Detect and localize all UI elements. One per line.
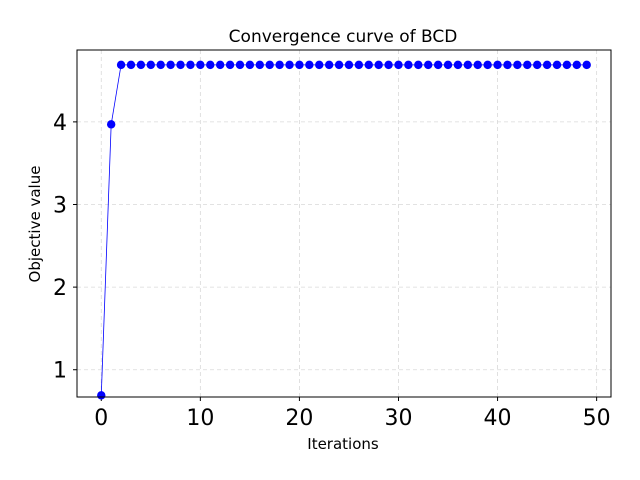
data-point bbox=[324, 60, 334, 70]
data-point bbox=[453, 60, 463, 70]
data-point bbox=[562, 60, 572, 70]
data-point bbox=[503, 60, 512, 70]
data-point bbox=[394, 60, 403, 70]
data-point bbox=[424, 60, 433, 70]
x-tick-label: 20 bbox=[285, 406, 313, 431]
data-series bbox=[97, 60, 591, 400]
data-point bbox=[552, 60, 562, 70]
data-point bbox=[364, 60, 373, 70]
data-point bbox=[582, 60, 591, 70]
data-point bbox=[334, 60, 344, 70]
data-point bbox=[156, 60, 165, 70]
y-tick-label: 3 bbox=[53, 193, 67, 218]
data-point bbox=[523, 60, 532, 70]
y-axis-label: Objective value bbox=[26, 166, 44, 283]
x-tick-label: 40 bbox=[484, 406, 512, 431]
data-point bbox=[315, 60, 324, 70]
data-point bbox=[513, 60, 522, 70]
axis-ticks: 0 10 20 30 40 50 1 2 3 4 bbox=[53, 111, 611, 431]
data-point bbox=[572, 60, 582, 70]
data-point bbox=[116, 60, 126, 70]
data-point bbox=[305, 60, 314, 70]
data-point bbox=[285, 60, 294, 70]
data-point bbox=[146, 60, 156, 70]
data-point bbox=[354, 60, 364, 70]
data-point bbox=[433, 60, 443, 70]
x-axis-label: Iterations bbox=[307, 435, 379, 453]
data-point bbox=[176, 60, 185, 70]
chart-title: Convergence curve of BCD bbox=[229, 27, 458, 47]
data-point bbox=[404, 60, 413, 70]
data-point bbox=[463, 60, 473, 70]
data-point bbox=[215, 60, 225, 70]
data-point bbox=[493, 60, 502, 70]
y-tick-label: 1 bbox=[53, 359, 67, 384]
data-point bbox=[443, 60, 453, 70]
data-point bbox=[265, 60, 274, 70]
x-tick-label: 10 bbox=[186, 406, 214, 431]
data-point bbox=[225, 60, 235, 70]
data-point bbox=[295, 60, 304, 70]
data-point bbox=[473, 60, 482, 70]
plot-frame bbox=[76, 49, 612, 398]
data-point bbox=[235, 60, 245, 70]
x-tick-label: 0 bbox=[94, 406, 108, 431]
data-point bbox=[166, 60, 175, 70]
data-point bbox=[136, 60, 146, 70]
data-point bbox=[126, 60, 136, 70]
y-tick-label: 4 bbox=[53, 111, 67, 136]
series-line bbox=[100, 64, 587, 396]
data-point bbox=[275, 60, 284, 70]
data-point bbox=[542, 60, 552, 70]
data-point bbox=[483, 60, 492, 70]
data-point bbox=[106, 120, 116, 129]
data-point bbox=[532, 60, 542, 70]
data-point bbox=[245, 60, 255, 70]
data-point bbox=[255, 60, 264, 70]
data-point bbox=[196, 60, 205, 70]
data-point bbox=[186, 60, 195, 70]
y-tick-label: 2 bbox=[53, 276, 67, 301]
data-point bbox=[344, 60, 354, 70]
grid bbox=[77, 50, 611, 397]
data-point bbox=[206, 60, 215, 70]
x-tick-label: 50 bbox=[583, 406, 611, 431]
data-point bbox=[384, 60, 393, 70]
data-point bbox=[414, 60, 423, 70]
data-point bbox=[374, 60, 383, 70]
x-tick-label: 30 bbox=[384, 406, 412, 431]
data-point bbox=[97, 391, 106, 400]
